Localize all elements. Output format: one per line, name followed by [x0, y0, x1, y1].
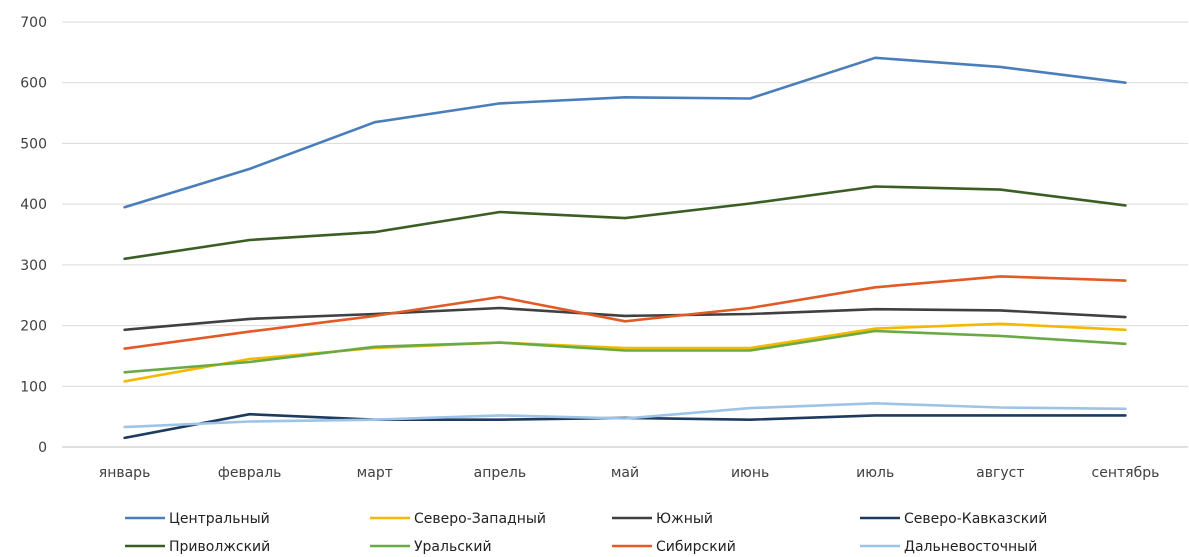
legend: Центральный Северо-Западный Южный Северо-Ка…	[125, 511, 1047, 555]
x-axis-ticks: январь февраль март апрель май июнь июль август…	[99, 465, 1160, 481]
series-line	[123, 401, 1127, 429]
legend-label: Уральский	[414, 539, 492, 555]
y-tick-label: 700	[20, 15, 47, 31]
series-line	[123, 322, 1127, 383]
y-axis-ticks: 0 100 200 300 400 500 600 700	[20, 15, 47, 456]
x-tick-label: сентябрь	[1092, 465, 1160, 481]
legend-label: Сибирский	[656, 539, 736, 555]
x-tick-label: август	[976, 465, 1024, 481]
legend-label: Дальневосточный	[904, 539, 1037, 555]
y-tick-label: 100	[20, 379, 47, 395]
series-line	[123, 275, 1127, 350]
x-tick-label: июнь	[731, 465, 769, 481]
legend-label: Центральный	[169, 511, 270, 527]
legend-label: Южный	[656, 511, 713, 527]
y-tick-label: 600	[20, 76, 47, 92]
y-tick-label: 500	[20, 136, 47, 152]
x-tick-label: март	[357, 465, 393, 481]
legend-label: Северо-Западный	[414, 511, 546, 527]
series-line	[123, 185, 1127, 261]
y-tick-label: 0	[38, 440, 47, 456]
x-tick-label: июль	[856, 465, 894, 481]
series-line	[123, 306, 1127, 332]
x-tick-label: февраль	[218, 465, 282, 481]
gridlines	[62, 21, 1188, 448]
series-lines	[123, 56, 1127, 440]
x-tick-label: май	[611, 465, 639, 481]
series-line	[123, 56, 1127, 209]
y-tick-label: 400	[20, 197, 47, 213]
x-tick-label: январь	[99, 465, 151, 481]
x-tick-label: апрель	[474, 465, 526, 481]
series-line	[123, 329, 1127, 374]
legend-label: Приволжский	[169, 539, 270, 555]
y-tick-label: 300	[20, 258, 47, 274]
legend-label: Северо-Кавказский	[904, 511, 1047, 527]
y-tick-label: 200	[20, 319, 47, 335]
